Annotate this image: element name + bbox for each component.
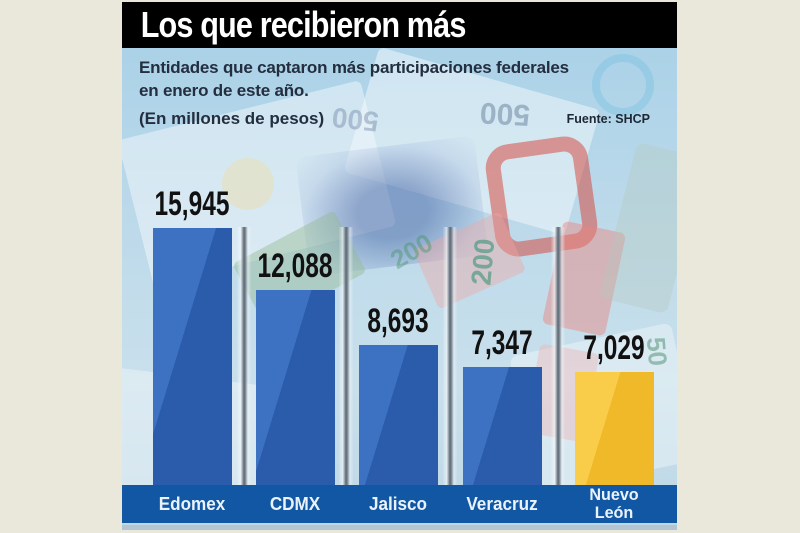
value-label-cdmx: 12,088 — [257, 247, 333, 285]
bar-veracruz — [462, 367, 542, 485]
value-label-jalisco: 8,693 — [367, 302, 429, 340]
category-axis-strip — [122, 485, 677, 523]
banknote-number-decoration: 200 — [465, 237, 501, 287]
value-label-veracruz: 7,347 — [471, 324, 533, 362]
axis-label-veracruz: Veracruz — [466, 494, 538, 514]
banknote-number-decoration: 500 — [330, 101, 381, 138]
bar-edomex — [152, 228, 232, 485]
axis-label-jalisco: Jalisco — [368, 494, 427, 514]
column-divider — [443, 227, 457, 493]
title-bar: Los que recibieron más — [122, 2, 677, 48]
chart-body: 500 500 200 200 50 Entidades que captaro… — [122, 48, 677, 525]
banknote-decoration — [592, 54, 654, 116]
banknote-decoration — [222, 158, 274, 210]
value-label-nuevo-le-n: 7,029 — [583, 329, 645, 367]
source-note: Fuente: SHCP — [566, 112, 650, 126]
axis-label-nuevo-le-n: Nuevo León — [589, 485, 639, 522]
bar-chart: 15,945 Edomex 12,088 CDMX 8,693 Jalisco 7,347 V… — [122, 48, 677, 525]
infographic-panel: Los que recibieron más 500 500 200 200 5… — [122, 2, 677, 530]
units-note: (En millones de pesos) — [139, 109, 325, 128]
column-divider — [339, 227, 353, 493]
panel-bottom-edge — [122, 525, 677, 530]
axis-label-cdmx: CDMX — [269, 494, 321, 514]
axis-label-edomex: Edomex — [158, 494, 226, 514]
banknote-number-decoration: 500 — [479, 95, 531, 132]
column-divider — [237, 227, 251, 493]
bar-cdmx — [255, 290, 335, 485]
value-label-edomex: 15,945 — [154, 185, 230, 223]
bar-nuevo-le-n — [574, 372, 654, 485]
column-divider — [551, 227, 565, 493]
bar-jalisco — [358, 345, 438, 485]
page-title: Los que recibieron más — [140, 4, 467, 45]
subtitle-line-1: Entidades que captaron más participacion… — [139, 58, 569, 77]
subtitle-line-2: en enero de este año. — [139, 81, 309, 100]
